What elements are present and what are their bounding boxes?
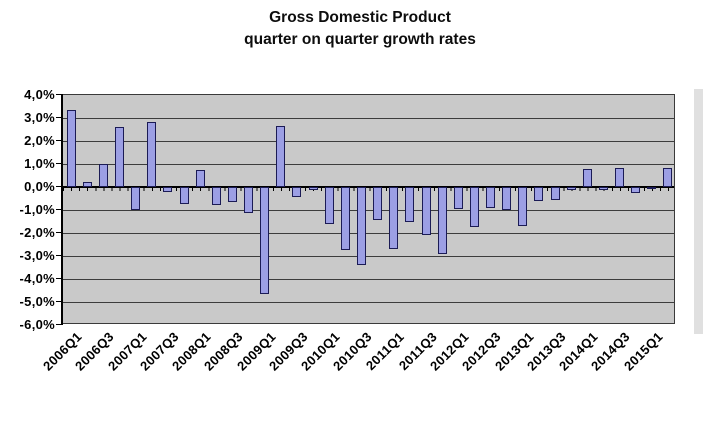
chart-title: Gross Domestic Product quarter on quarte… <box>5 7 715 51</box>
bar-2007Q3 <box>163 187 173 192</box>
bar-2014Q2 <box>598 187 608 191</box>
bar-2015Q2 <box>663 167 673 188</box>
y-axis-label: 2,0% <box>24 132 55 148</box>
bar-2009Q1 <box>260 187 270 294</box>
plot-area <box>62 94 676 324</box>
bar-2012Q1 <box>453 187 463 209</box>
gridline <box>63 209 674 211</box>
bar-2006Q2 <box>82 182 92 187</box>
y-axis-tick <box>56 300 61 302</box>
bar-2008Q4 <box>244 187 253 214</box>
gridline <box>63 255 674 257</box>
bar-2009Q3 <box>292 187 302 198</box>
y-axis-label: 0,0% <box>24 178 55 194</box>
y-axis-label: -4,0% <box>19 270 55 286</box>
y-axis-tick <box>56 323 61 325</box>
chart-title-line1: Gross Domestic Product <box>269 9 451 26</box>
bar-2006Q1 <box>66 110 76 187</box>
y-axis-label: 3,0% <box>24 109 55 125</box>
page-edge-strip <box>694 89 703 334</box>
y-axis-tick <box>56 185 61 187</box>
zero-axis-line <box>63 186 674 188</box>
bar-2011Q4 <box>437 187 447 254</box>
bar-2010Q1 <box>324 187 334 224</box>
bar-2014Q1 <box>582 168 592 187</box>
gridline <box>63 301 674 303</box>
bar-2009Q2 <box>276 126 286 187</box>
bar-2014Q4 <box>631 187 641 193</box>
bar-2010Q3 <box>356 187 366 266</box>
y-axis-label: 1,0% <box>24 155 55 171</box>
y-axis-tick <box>56 208 61 210</box>
bar-2010Q4 <box>373 187 383 221</box>
y-axis-tick <box>56 93 61 95</box>
bar-2012Q3 <box>486 187 495 208</box>
bar-2010Q2 <box>340 187 350 251</box>
gridline <box>63 140 674 142</box>
bar-2011Q3 <box>421 187 431 236</box>
bar-2011Q2 <box>405 187 415 222</box>
y-axis-label: -3,0% <box>19 247 55 263</box>
bar-2007Q4 <box>179 187 189 205</box>
y-axis-label: -5,0% <box>19 293 55 309</box>
bar-2012Q4 <box>502 187 512 210</box>
y-axis-tick <box>56 231 61 233</box>
bar-2015Q1 <box>647 187 657 190</box>
gridline <box>63 278 674 280</box>
bar-2007Q2 <box>147 121 157 187</box>
y-axis-label: -1,0% <box>19 201 55 217</box>
bar-2009Q4 <box>308 187 318 191</box>
x-axis-ticks <box>63 188 676 191</box>
bar-2013Q3 <box>550 187 560 200</box>
bar-2008Q3 <box>227 187 237 202</box>
bar-2011Q1 <box>389 187 399 250</box>
gridline <box>63 232 674 234</box>
bar-2013Q1 <box>518 187 528 227</box>
y-axis-tick <box>56 254 61 256</box>
y-axis-label: 4,0% <box>24 86 55 102</box>
bar-2013Q4 <box>566 187 576 191</box>
y-axis-label: -2,0% <box>19 224 55 240</box>
bar-2014Q3 <box>615 167 624 188</box>
bar-2006Q4 <box>115 127 124 187</box>
y-axis-tick <box>56 116 61 118</box>
y-axis-label: -6,0% <box>19 316 55 332</box>
bar-2008Q2 <box>211 187 221 206</box>
y-axis-line <box>61 94 63 325</box>
bar-2007Q1 <box>131 187 141 210</box>
gridline <box>63 163 674 165</box>
bar-2012Q2 <box>469 187 479 228</box>
bar-2008Q1 <box>195 169 205 188</box>
y-axis-tick <box>56 162 61 164</box>
y-axis-tick <box>56 139 61 141</box>
bar-2013Q2 <box>534 187 544 201</box>
chart-title-line2: quarter on quarter growth rates <box>244 31 476 48</box>
y-axis-tick <box>56 277 61 279</box>
gridline <box>63 117 674 119</box>
bar-2006Q3 <box>98 164 108 187</box>
